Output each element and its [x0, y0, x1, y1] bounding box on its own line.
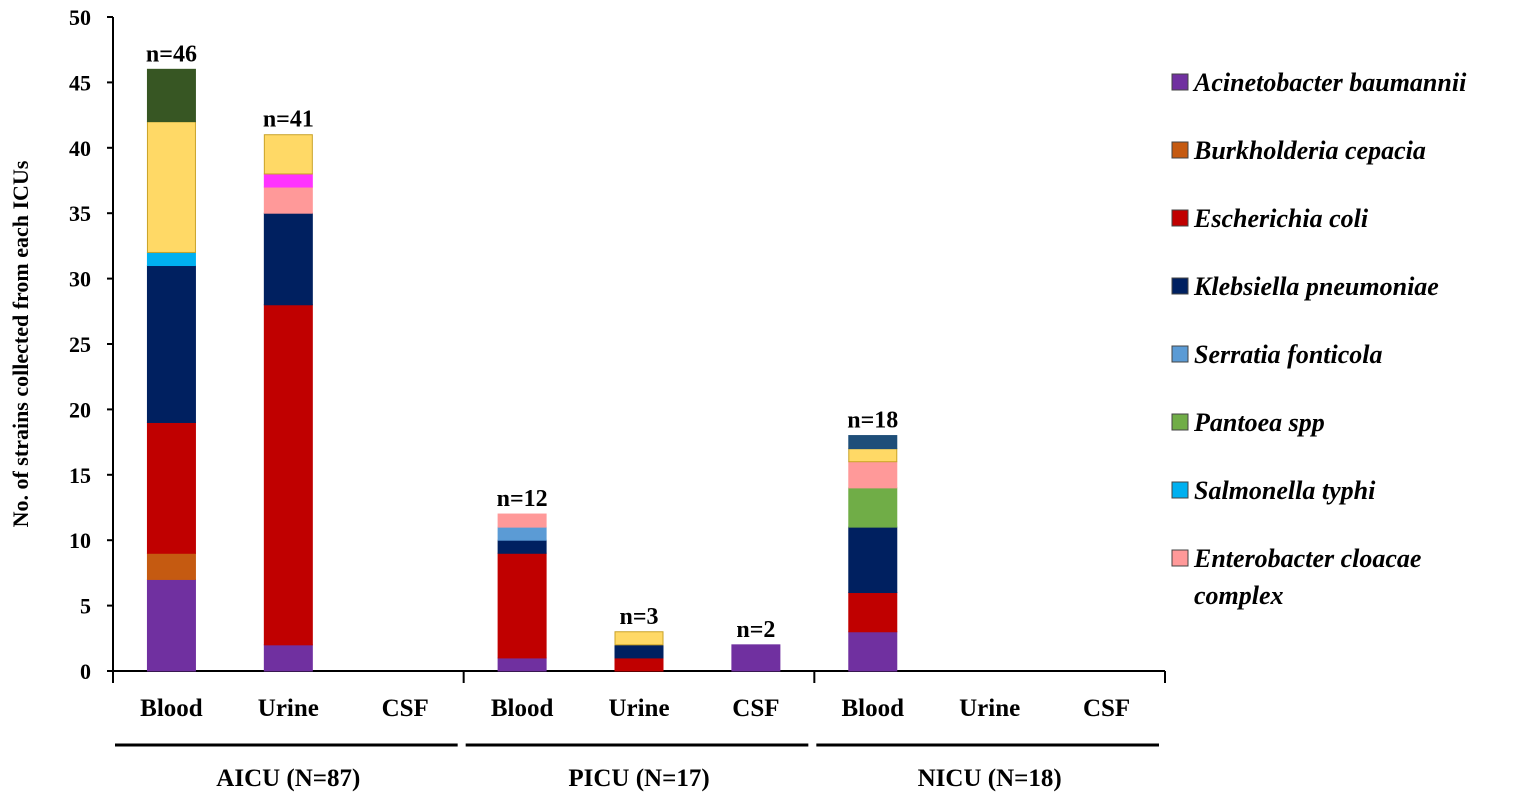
bar-stack — [497, 513, 547, 672]
x-category-label: CSF — [732, 695, 779, 722]
bar-segment — [848, 631, 898, 672]
x-category-label: CSF — [1083, 695, 1130, 722]
bar-stack — [731, 644, 781, 672]
bar-total-label: n=41 — [263, 107, 314, 133]
y-tick-label: 20 — [69, 397, 91, 422]
x-category-label: Blood — [140, 695, 203, 722]
bar-segment — [146, 68, 196, 123]
bar-segment — [263, 212, 313, 306]
legend-item: Serratia fonticola — [1171, 340, 1383, 369]
bar-segment — [848, 448, 898, 463]
bar-total-label: n=12 — [497, 486, 548, 512]
bar-segment — [146, 121, 196, 253]
bar-stack — [614, 631, 664, 672]
legend-label: Pantoea spp — [1193, 408, 1325, 437]
legend: Acinetobacter baumannii Burkholderia cepa… — [1171, 68, 1467, 610]
legend-label: Escherichia coli — [1193, 204, 1369, 233]
legend-item: Acinetobacter baumannii — [1171, 68, 1467, 97]
legend-label: Serratia fonticola — [1194, 340, 1383, 369]
bar-segment — [146, 578, 196, 672]
x-group-labels: AICU (N=87) PICU (N=17) NICU (N=18) — [115, 743, 1159, 792]
legend-label: complex — [1194, 581, 1284, 610]
bar-segment — [497, 513, 547, 528]
bar-stack — [146, 68, 196, 672]
legend-swatch — [1171, 277, 1189, 295]
bar-total-label: n=18 — [847, 408, 898, 434]
bar-segment — [497, 552, 547, 659]
bar-segment — [146, 421, 196, 554]
y-tick-label: 30 — [69, 267, 91, 292]
bar-segment — [263, 173, 313, 188]
bar-segment — [263, 304, 313, 646]
legend-item: Escherichia coli — [1171, 204, 1369, 233]
y-tick-label: 15 — [69, 463, 91, 488]
bar-total-label: n=2 — [736, 617, 775, 643]
legend-swatch — [1171, 413, 1189, 431]
legend-item: Pantoea spp — [1171, 408, 1325, 437]
x-group-label: AICU (N=87) — [216, 765, 360, 792]
y-tick-label: 40 — [69, 136, 91, 161]
bar-segment — [497, 526, 547, 541]
bar-segment — [146, 552, 196, 580]
y-tick-label: 45 — [69, 70, 91, 95]
y-tick-label: 25 — [69, 332, 91, 357]
x-category-label: Blood — [842, 695, 905, 722]
legend-label: Enterobacter cloacae — [1193, 544, 1421, 573]
legend-item: Enterobacter cloacae complex — [1171, 544, 1421, 610]
y-tick-label: 0 — [80, 659, 91, 684]
x-category-label: Urine — [959, 695, 1020, 722]
legend-label: Acinetobacter baumannii — [1192, 68, 1467, 97]
legend-label: Salmonella typhi — [1194, 476, 1376, 505]
legend-swatch — [1171, 209, 1189, 227]
bar-segment — [263, 644, 313, 672]
bar-stack — [848, 435, 898, 672]
legend-label: Burkholderia cepacia — [1193, 136, 1426, 165]
legend-swatch — [1171, 73, 1189, 91]
total-labels: n=46 n=41 n=12 n=3 n=2 n=18 — [146, 41, 898, 643]
y-tick-label: 35 — [69, 201, 91, 226]
bar-segment — [146, 265, 196, 423]
x-category-label: Urine — [608, 695, 669, 722]
y-axis-title-text: No. of strains collected from each ICUs — [8, 160, 33, 527]
bar-stack — [263, 134, 313, 672]
bars — [146, 68, 898, 672]
legend-item: Klebsiella pneumoniae — [1171, 272, 1439, 301]
bar-segment — [263, 186, 313, 214]
bar-segment — [614, 631, 664, 646]
bar-segment — [146, 251, 196, 267]
legend-item: Salmonella typhi — [1171, 476, 1376, 505]
legend-swatch — [1171, 141, 1189, 159]
legend-swatch — [1171, 345, 1189, 363]
y-tick-label: 50 — [69, 5, 91, 30]
legend-label: Klebsiella pneumoniae — [1193, 272, 1439, 301]
x-category-label: CSF — [382, 695, 429, 722]
y-axis-title: No. of strains collected from each ICUs — [8, 160, 33, 527]
bar-segment — [614, 644, 664, 659]
bar-segment — [497, 539, 547, 554]
bar-segment — [848, 435, 898, 450]
x-category-label: Urine — [258, 695, 319, 722]
x-group-label: PICU (N=17) — [568, 765, 709, 792]
bar-segment — [731, 644, 781, 672]
bar-segment — [848, 461, 898, 489]
y-tick-label: 10 — [69, 528, 91, 553]
bar-segment — [497, 657, 547, 672]
y-ticks: 0 5 10 15 20 25 30 35 40 45 50 — [69, 5, 113, 684]
bar-total-label: n=46 — [146, 41, 197, 67]
bar-segment — [263, 134, 313, 175]
legend-swatch — [1171, 481, 1189, 499]
x-category-label: Blood — [491, 695, 554, 722]
x-group-label: NICU (N=18) — [918, 765, 1062, 792]
y-tick-label: 5 — [80, 594, 91, 619]
legend-item: Burkholderia cepacia — [1171, 136, 1426, 165]
x-category-labels: Blood Urine CSF Blood Urine CSF Blood Urine CSF — [140, 695, 1130, 722]
bar-segment — [848, 526, 898, 594]
bar-segment — [614, 657, 664, 672]
bar-total-label: n=3 — [619, 604, 658, 630]
legend-swatch — [1171, 549, 1189, 567]
bar-segment — [848, 592, 898, 633]
bar-segment — [848, 487, 898, 528]
